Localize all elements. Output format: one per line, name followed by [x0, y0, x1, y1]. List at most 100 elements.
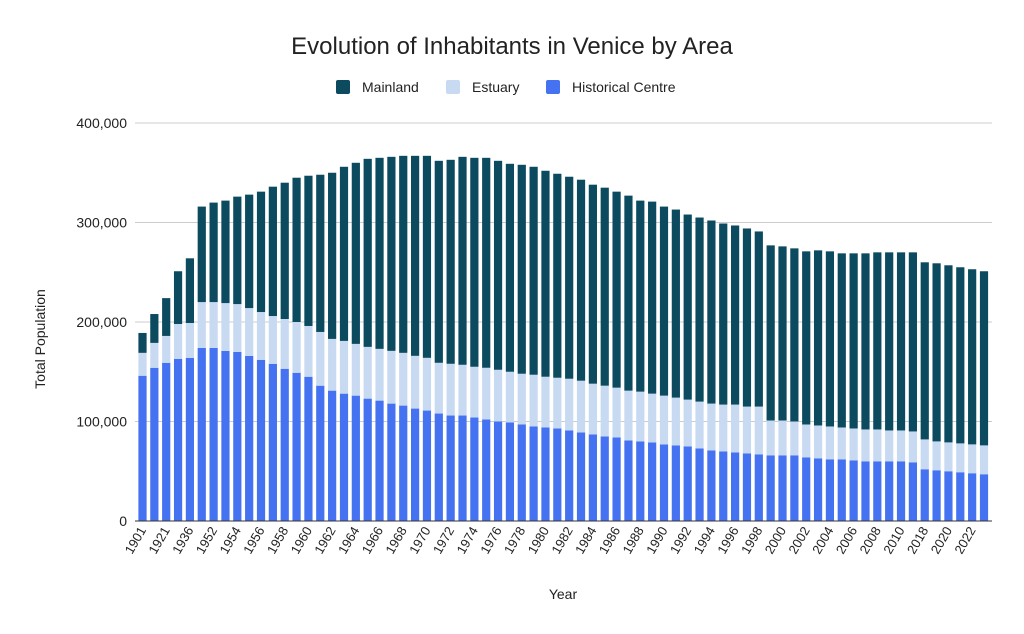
- bar-historical-centre-1977: [505, 422, 515, 521]
- bar-estuary-1966: [375, 348, 384, 401]
- bar-estuary-1975: [482, 367, 491, 420]
- bar-mainland-1964: [351, 162, 360, 344]
- bar-estuary-1986: [612, 387, 621, 438]
- bar-estuary-1911: [150, 342, 159, 368]
- y-tick-label: 300,000: [76, 215, 127, 231]
- bar-mainland-1921: [162, 298, 171, 336]
- bar-mainland-2008: [873, 252, 882, 430]
- chart-title: Evolution of Inhabitants in Venice by Ar…: [291, 33, 733, 60]
- bar-historical-centre-2003: [813, 458, 823, 521]
- bar-mainland-2004: [825, 251, 835, 427]
- bar-estuary-2020: [944, 442, 953, 472]
- bar-historical-centre-1965: [363, 398, 372, 521]
- bar-mainland-1993: [695, 217, 704, 402]
- bar-mainland-1987: [624, 195, 633, 391]
- y-tick-label: 400,000: [76, 115, 127, 131]
- bar-mainland-1958: [280, 182, 289, 320]
- bar-estuary-2011: [908, 431, 917, 463]
- x-tick-label: 1970: [406, 524, 433, 557]
- bar-estuary-2019: [932, 441, 941, 471]
- bar-mainland-1966: [375, 157, 384, 349]
- bar-estuary-2007: [861, 429, 870, 462]
- bar-mainland-1962: [328, 172, 337, 339]
- bar-estuary-1996: [731, 404, 740, 453]
- bar-historical-centre-1952: [209, 347, 218, 521]
- bar-mainland-1997: [742, 228, 752, 407]
- bar-estuary-1955: [245, 308, 254, 356]
- bar-estuary-1978: [517, 373, 526, 425]
- bar-mainland-1971: [434, 160, 443, 363]
- bar-historical-centre-1955: [245, 355, 254, 521]
- bar-estuary-1991: [671, 397, 680, 446]
- bar-historical-centre-1974: [470, 417, 479, 521]
- bar-mainland-2006: [849, 253, 858, 429]
- bar-mainland-2011: [908, 252, 917, 432]
- bar-estuary-1984: [588, 383, 597, 435]
- bar-estuary-1988: [636, 391, 645, 442]
- legend-swatch-historical-centre: [546, 80, 560, 94]
- bar-estuary-1921: [162, 335, 171, 363]
- legend-swatch-mainland: [336, 80, 350, 94]
- bar-mainland-2021: [956, 267, 965, 444]
- bar-historical-centre-1911: [150, 367, 159, 521]
- bar-mainland-1952: [209, 202, 218, 303]
- bar-historical-centre-1936: [185, 357, 195, 521]
- bar-mainland-2005: [837, 253, 846, 428]
- bar-estuary-2001: [790, 421, 799, 456]
- bar-estuary-1974: [470, 366, 479, 418]
- bar-estuary-2006: [849, 428, 858, 461]
- bar-estuary-1931: [173, 323, 183, 359]
- bar-estuary-1969: [411, 355, 420, 409]
- bar-mainland-1972: [446, 159, 455, 364]
- bar-historical-centre-1973: [458, 415, 467, 521]
- bar-historical-centre-2018: [920, 469, 929, 521]
- bar-mainland-1988: [636, 200, 645, 392]
- bar-mainland-1979: [529, 166, 538, 375]
- x-tick-label: 1976: [477, 524, 504, 557]
- x-tick-label: 1952: [193, 524, 220, 557]
- bar-historical-centre-1993: [695, 448, 704, 521]
- x-tick-label: 1978: [501, 524, 528, 557]
- bar-estuary-1970: [422, 357, 432, 411]
- x-tick-label: 1980: [525, 524, 552, 557]
- bar-estuary-2004: [825, 426, 835, 460]
- x-tick-label: 1992: [667, 524, 694, 557]
- bar-historical-centre-1971: [434, 413, 443, 521]
- x-tick-label: 1956: [240, 524, 267, 557]
- bar-historical-centre-1999: [766, 455, 775, 521]
- bar-historical-centre-1951: [197, 347, 206, 521]
- bar-historical-centre-1953: [221, 350, 230, 521]
- x-tick-label: 1921: [145, 524, 172, 557]
- bar-estuary-1985: [600, 385, 609, 437]
- bar-estuary-1998: [754, 406, 763, 455]
- bar-mainland-2009: [885, 252, 894, 431]
- legend: Mainland Estuary Historical Centre: [336, 79, 676, 95]
- bar-mainland-1985: [600, 187, 609, 386]
- x-axis-title: Year: [549, 586, 578, 602]
- legend-label-estuary: Estuary: [472, 79, 519, 95]
- bar-estuary-1961: [316, 331, 325, 386]
- y-tick-label: 200,000: [76, 314, 127, 330]
- bar-estuary-1936: [185, 323, 195, 358]
- bar-historical-centre-1962: [328, 390, 337, 521]
- bar-historical-centre-1997: [742, 453, 752, 521]
- x-tick-label: 2018: [904, 524, 931, 557]
- bar-historical-centre-1994: [707, 450, 716, 521]
- bar-estuary-1977: [505, 371, 515, 423]
- bar-mainland-1984: [588, 184, 597, 384]
- bar-estuary-1954: [233, 304, 242, 352]
- bar-historical-centre-1976: [493, 421, 503, 521]
- bar-estuary-2002: [802, 424, 811, 458]
- bar-mainland-1956: [256, 191, 266, 313]
- bar-mainland-1986: [612, 191, 621, 388]
- bar-mainland-2007: [861, 253, 870, 430]
- bar-historical-centre-1987: [624, 440, 633, 521]
- bar-mainland-2019: [932, 263, 941, 442]
- bar-mainland-1954: [233, 196, 242, 305]
- bar-historical-centre-1995: [719, 451, 728, 521]
- bar-historical-centre-2010: [896, 461, 906, 521]
- bar-mainland-1977: [505, 163, 515, 372]
- x-tick-label: 1962: [311, 524, 338, 557]
- bar-historical-centre-1964: [351, 395, 360, 521]
- bar-historical-centre-2008: [873, 461, 882, 521]
